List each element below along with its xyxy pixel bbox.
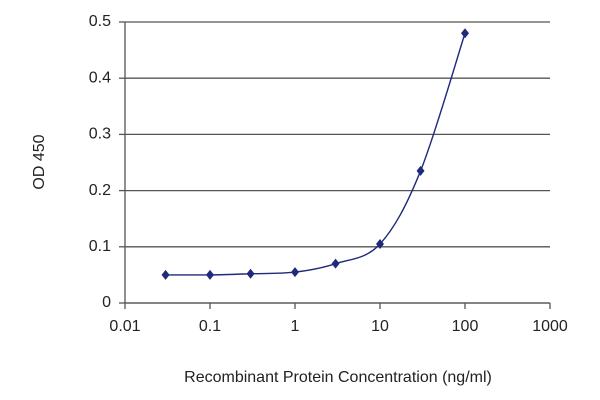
y-axis-label: OD 450: [31, 134, 48, 189]
x-tick-label: 10: [371, 318, 389, 335]
data-line: [165, 33, 466, 276]
y-tick-label: 0.3: [89, 126, 111, 143]
x-tick-label: 1000: [532, 318, 568, 335]
data-point: [376, 238, 384, 249]
x-tick-label: 1: [291, 318, 300, 335]
y-tick-label: 0.2: [89, 182, 111, 199]
x-tick-label: 100: [452, 318, 479, 335]
y-tick-label: 0.1: [89, 238, 111, 255]
y-tick-label: 0: [102, 294, 111, 311]
data-point: [246, 268, 255, 279]
y-tick-label: 0.4: [89, 69, 111, 86]
x-axis-label: Recombinant Protein Concentration (ng/ml…: [184, 369, 492, 386]
data-point: [206, 269, 214, 280]
x-tick-label: 0.1: [199, 318, 221, 335]
x-tick-label: 0.01: [109, 318, 140, 335]
data-point: [291, 267, 299, 278]
data-point: [161, 269, 170, 280]
data-point: [461, 28, 469, 39]
data-point: [416, 165, 425, 176]
data-point: [331, 258, 340, 269]
y-tick-label: 0.5: [89, 13, 111, 30]
